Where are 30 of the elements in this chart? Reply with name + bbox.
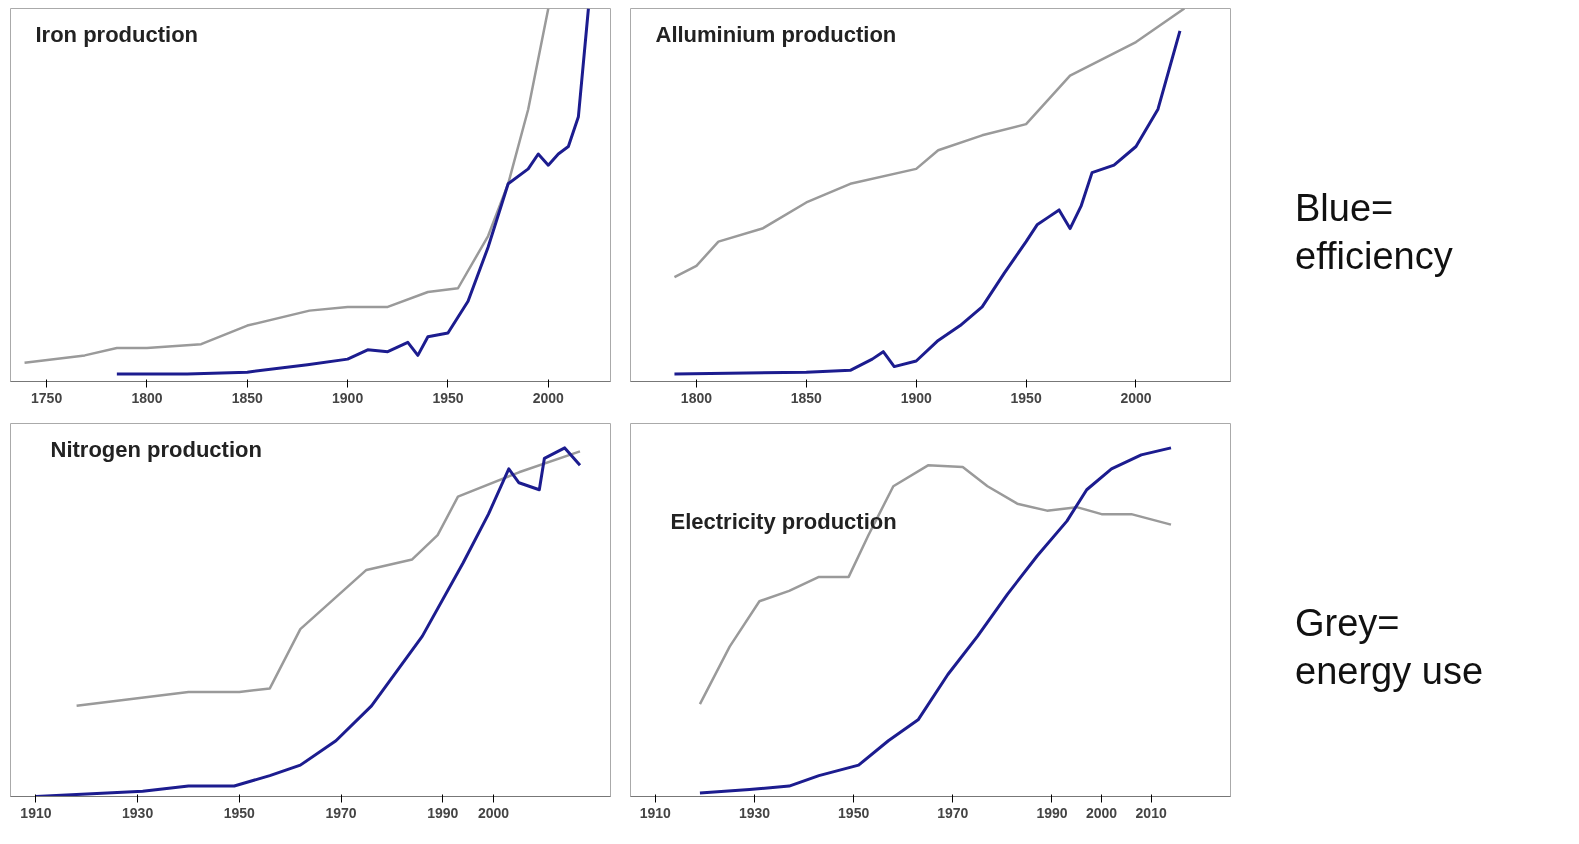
x-tick-label: 1950 bbox=[432, 389, 464, 406]
x-tick-label: 1990 bbox=[427, 804, 459, 821]
x-tick-label: 1910 bbox=[639, 804, 672, 821]
text: Grey= energy use bbox=[1295, 601, 1484, 694]
x-tick-label: 1900 bbox=[900, 389, 932, 406]
text: Electricity production bbox=[670, 508, 897, 534]
x-tick-label: 1900 bbox=[332, 389, 364, 406]
x-tick-label: 2000 bbox=[532, 389, 565, 406]
x-tick-label: 1990 bbox=[1036, 804, 1068, 821]
x-tick-label: 2000 bbox=[1120, 389, 1152, 406]
chart-title: Nitrogen production bbox=[50, 436, 262, 462]
x-tick-label: 1850 bbox=[231, 389, 264, 406]
x-tick-label: 1800 bbox=[131, 389, 163, 406]
text: Blue= efficiency bbox=[1295, 186, 1453, 279]
x-tick-label: 2000 bbox=[477, 804, 510, 821]
x-tick-label: 1750 bbox=[31, 389, 63, 406]
x-tick-label: 1930 bbox=[122, 804, 154, 821]
text: Alluminium production bbox=[655, 21, 897, 47]
x-tick-label: 1950 bbox=[223, 804, 256, 821]
x-tick-label: 1800 bbox=[680, 389, 713, 406]
x-tick-label: 1910 bbox=[20, 804, 52, 821]
x-tick-label: 1970 bbox=[937, 804, 969, 821]
x-tick-label: 1950 bbox=[838, 804, 870, 821]
x-tick-label: 1950 bbox=[1010, 389, 1042, 406]
x-tick-label: 1930 bbox=[738, 804, 771, 821]
x-tick-label: 1850 bbox=[790, 389, 823, 406]
x-tick-label: 1970 bbox=[325, 804, 357, 821]
x-tick-label: 2010 bbox=[1135, 804, 1167, 821]
text: Iron production bbox=[35, 21, 199, 47]
x-tick-label: 2000 bbox=[1086, 804, 1118, 821]
